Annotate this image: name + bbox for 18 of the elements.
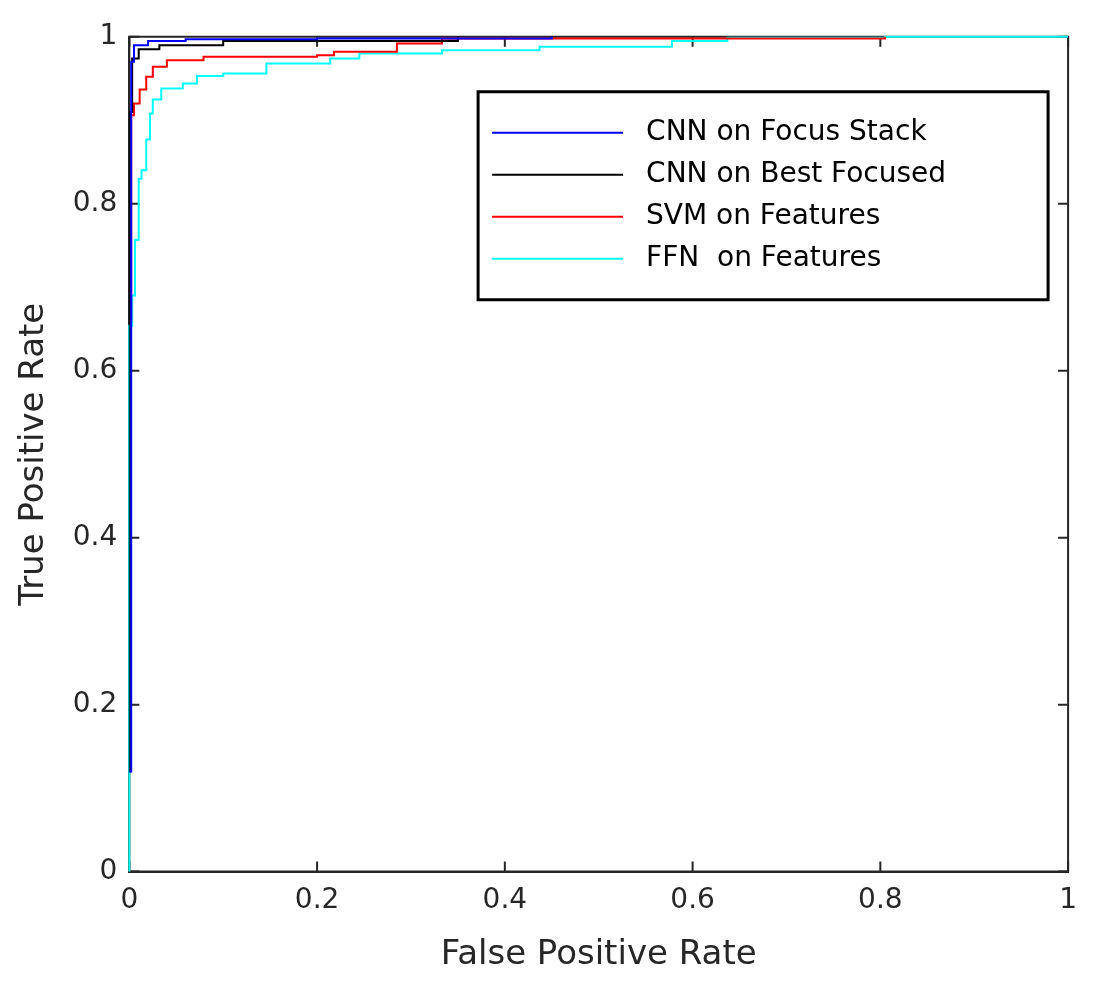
x-axis-title: False Positive Rate: [440, 932, 757, 973]
x-tick-label: 0.2: [294, 881, 340, 915]
y-tick-label: 0.8: [72, 185, 118, 219]
x-tick-label: 0.4: [482, 881, 528, 915]
legend-label: CNN on Best Focused: [646, 156, 947, 190]
x-tick-label: 0.8: [858, 881, 903, 915]
y-axis-title: True Positive Rate: [11, 302, 52, 607]
x-tick-label: 0.6: [670, 881, 715, 915]
y-tick-label: 0.4: [72, 518, 118, 552]
x-tick-label: 1: [1059, 881, 1078, 915]
y-tick-label: 0.6: [72, 352, 118, 385]
x-tick-label: 0: [120, 881, 139, 915]
legend-label: SVM on Features: [646, 198, 881, 232]
legend-label: CNN on Focus Stack: [646, 114, 928, 148]
y-tick-label: 0.2: [72, 685, 118, 719]
y-tick-label: 1: [99, 18, 118, 52]
legend-label: FFN on Features: [646, 240, 882, 274]
y-tick-label: 0: [99, 852, 118, 886]
